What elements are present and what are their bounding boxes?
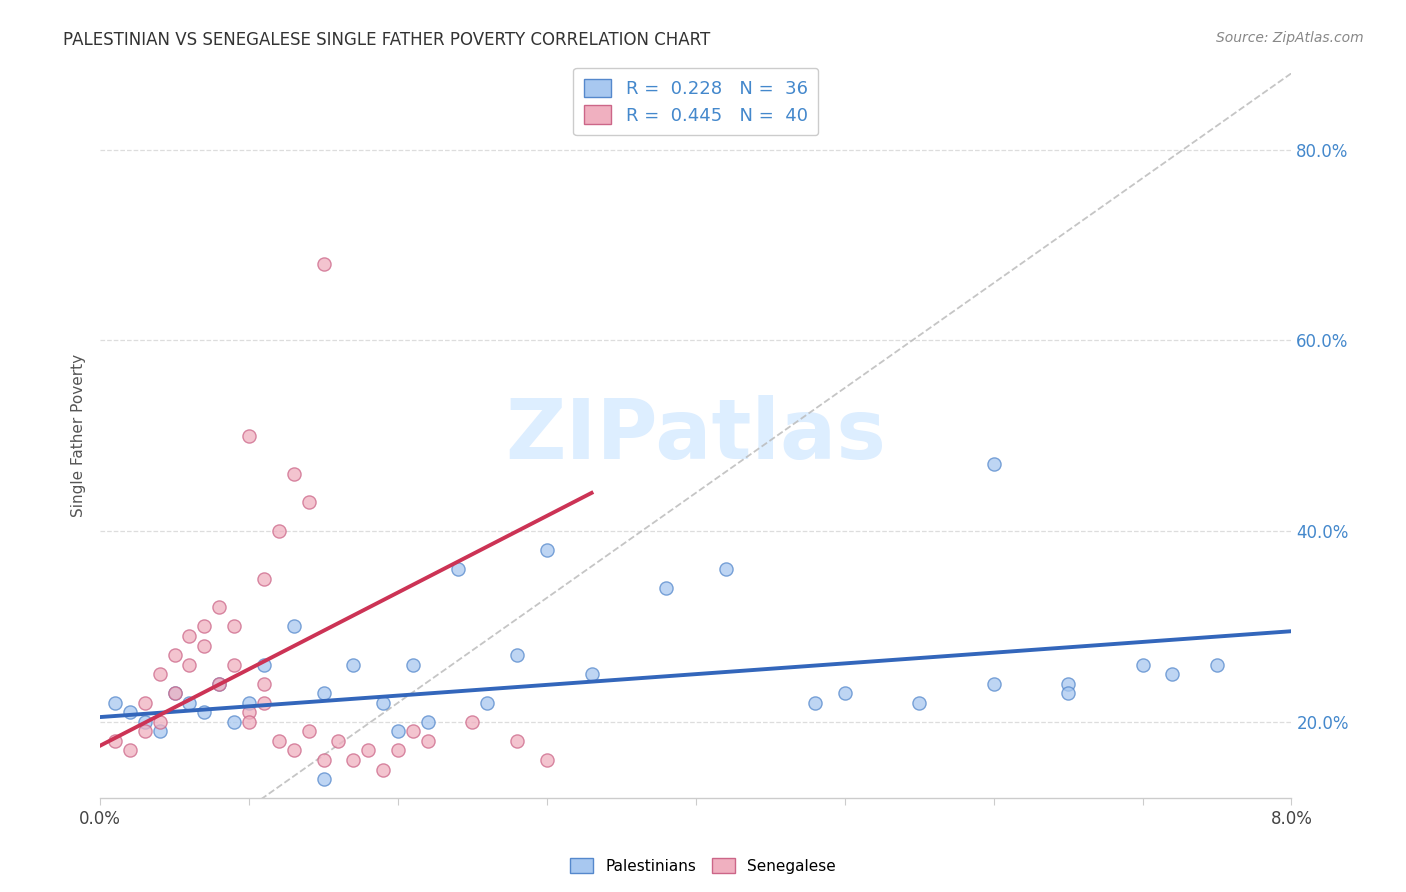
Point	[804, 696, 827, 710]
Point	[983, 458, 1005, 472]
Point	[402, 724, 425, 739]
Point	[134, 724, 156, 739]
Point	[387, 724, 409, 739]
Point	[1057, 686, 1080, 700]
Point	[297, 724, 319, 739]
Point	[312, 753, 335, 767]
Point	[163, 686, 186, 700]
Point	[1132, 657, 1154, 672]
Point	[149, 724, 172, 739]
Point	[179, 696, 201, 710]
Point	[163, 686, 186, 700]
Point	[536, 543, 558, 558]
Point	[342, 753, 364, 767]
Point	[118, 706, 141, 720]
Point	[118, 743, 141, 757]
Point	[446, 562, 468, 576]
Legend: R =  0.228   N =  36, R =  0.445   N =  40: R = 0.228 N = 36, R = 0.445 N = 40	[574, 68, 818, 136]
Point	[224, 657, 246, 672]
Point	[834, 686, 856, 700]
Point	[253, 657, 276, 672]
Point	[224, 619, 246, 633]
Point	[477, 696, 499, 710]
Point	[297, 495, 319, 509]
Point	[193, 619, 215, 633]
Point	[283, 467, 305, 481]
Point	[581, 667, 603, 681]
Point	[134, 714, 156, 729]
Point	[328, 734, 350, 748]
Text: PALESTINIAN VS SENEGALESE SINGLE FATHER POVERTY CORRELATION CHART: PALESTINIAN VS SENEGALESE SINGLE FATHER …	[63, 31, 710, 49]
Point	[238, 714, 260, 729]
Point	[253, 676, 276, 690]
Point	[1206, 657, 1229, 672]
Point	[179, 657, 201, 672]
Point	[208, 676, 231, 690]
Point	[253, 696, 276, 710]
Point	[267, 524, 290, 538]
Point	[402, 657, 425, 672]
Legend: Palestinians, Senegalese: Palestinians, Senegalese	[564, 852, 842, 880]
Point	[714, 562, 737, 576]
Point	[149, 714, 172, 729]
Point	[908, 696, 931, 710]
Point	[506, 734, 529, 748]
Point	[416, 714, 439, 729]
Point	[312, 686, 335, 700]
Point	[208, 676, 231, 690]
Point	[179, 629, 201, 643]
Point	[536, 753, 558, 767]
Point	[238, 428, 260, 442]
Point	[357, 743, 380, 757]
Point	[1161, 667, 1184, 681]
Point	[104, 696, 127, 710]
Point	[283, 619, 305, 633]
Point	[371, 696, 394, 710]
Point	[149, 667, 172, 681]
Point	[238, 696, 260, 710]
Point	[163, 648, 186, 662]
Point	[461, 714, 484, 729]
Point	[193, 639, 215, 653]
Point	[655, 582, 678, 596]
Point	[312, 257, 335, 271]
Point	[267, 734, 290, 748]
Text: ZIPatlas: ZIPatlas	[505, 395, 886, 476]
Point	[1057, 676, 1080, 690]
Y-axis label: Single Father Poverty: Single Father Poverty	[72, 354, 86, 517]
Point	[342, 657, 364, 672]
Point	[416, 734, 439, 748]
Point	[506, 648, 529, 662]
Point	[283, 743, 305, 757]
Point	[312, 772, 335, 786]
Point	[104, 734, 127, 748]
Point	[387, 743, 409, 757]
Point	[238, 706, 260, 720]
Point	[193, 706, 215, 720]
Point	[224, 714, 246, 729]
Point	[208, 600, 231, 615]
Text: Source: ZipAtlas.com: Source: ZipAtlas.com	[1216, 31, 1364, 45]
Point	[253, 572, 276, 586]
Point	[371, 763, 394, 777]
Point	[983, 676, 1005, 690]
Point	[134, 696, 156, 710]
